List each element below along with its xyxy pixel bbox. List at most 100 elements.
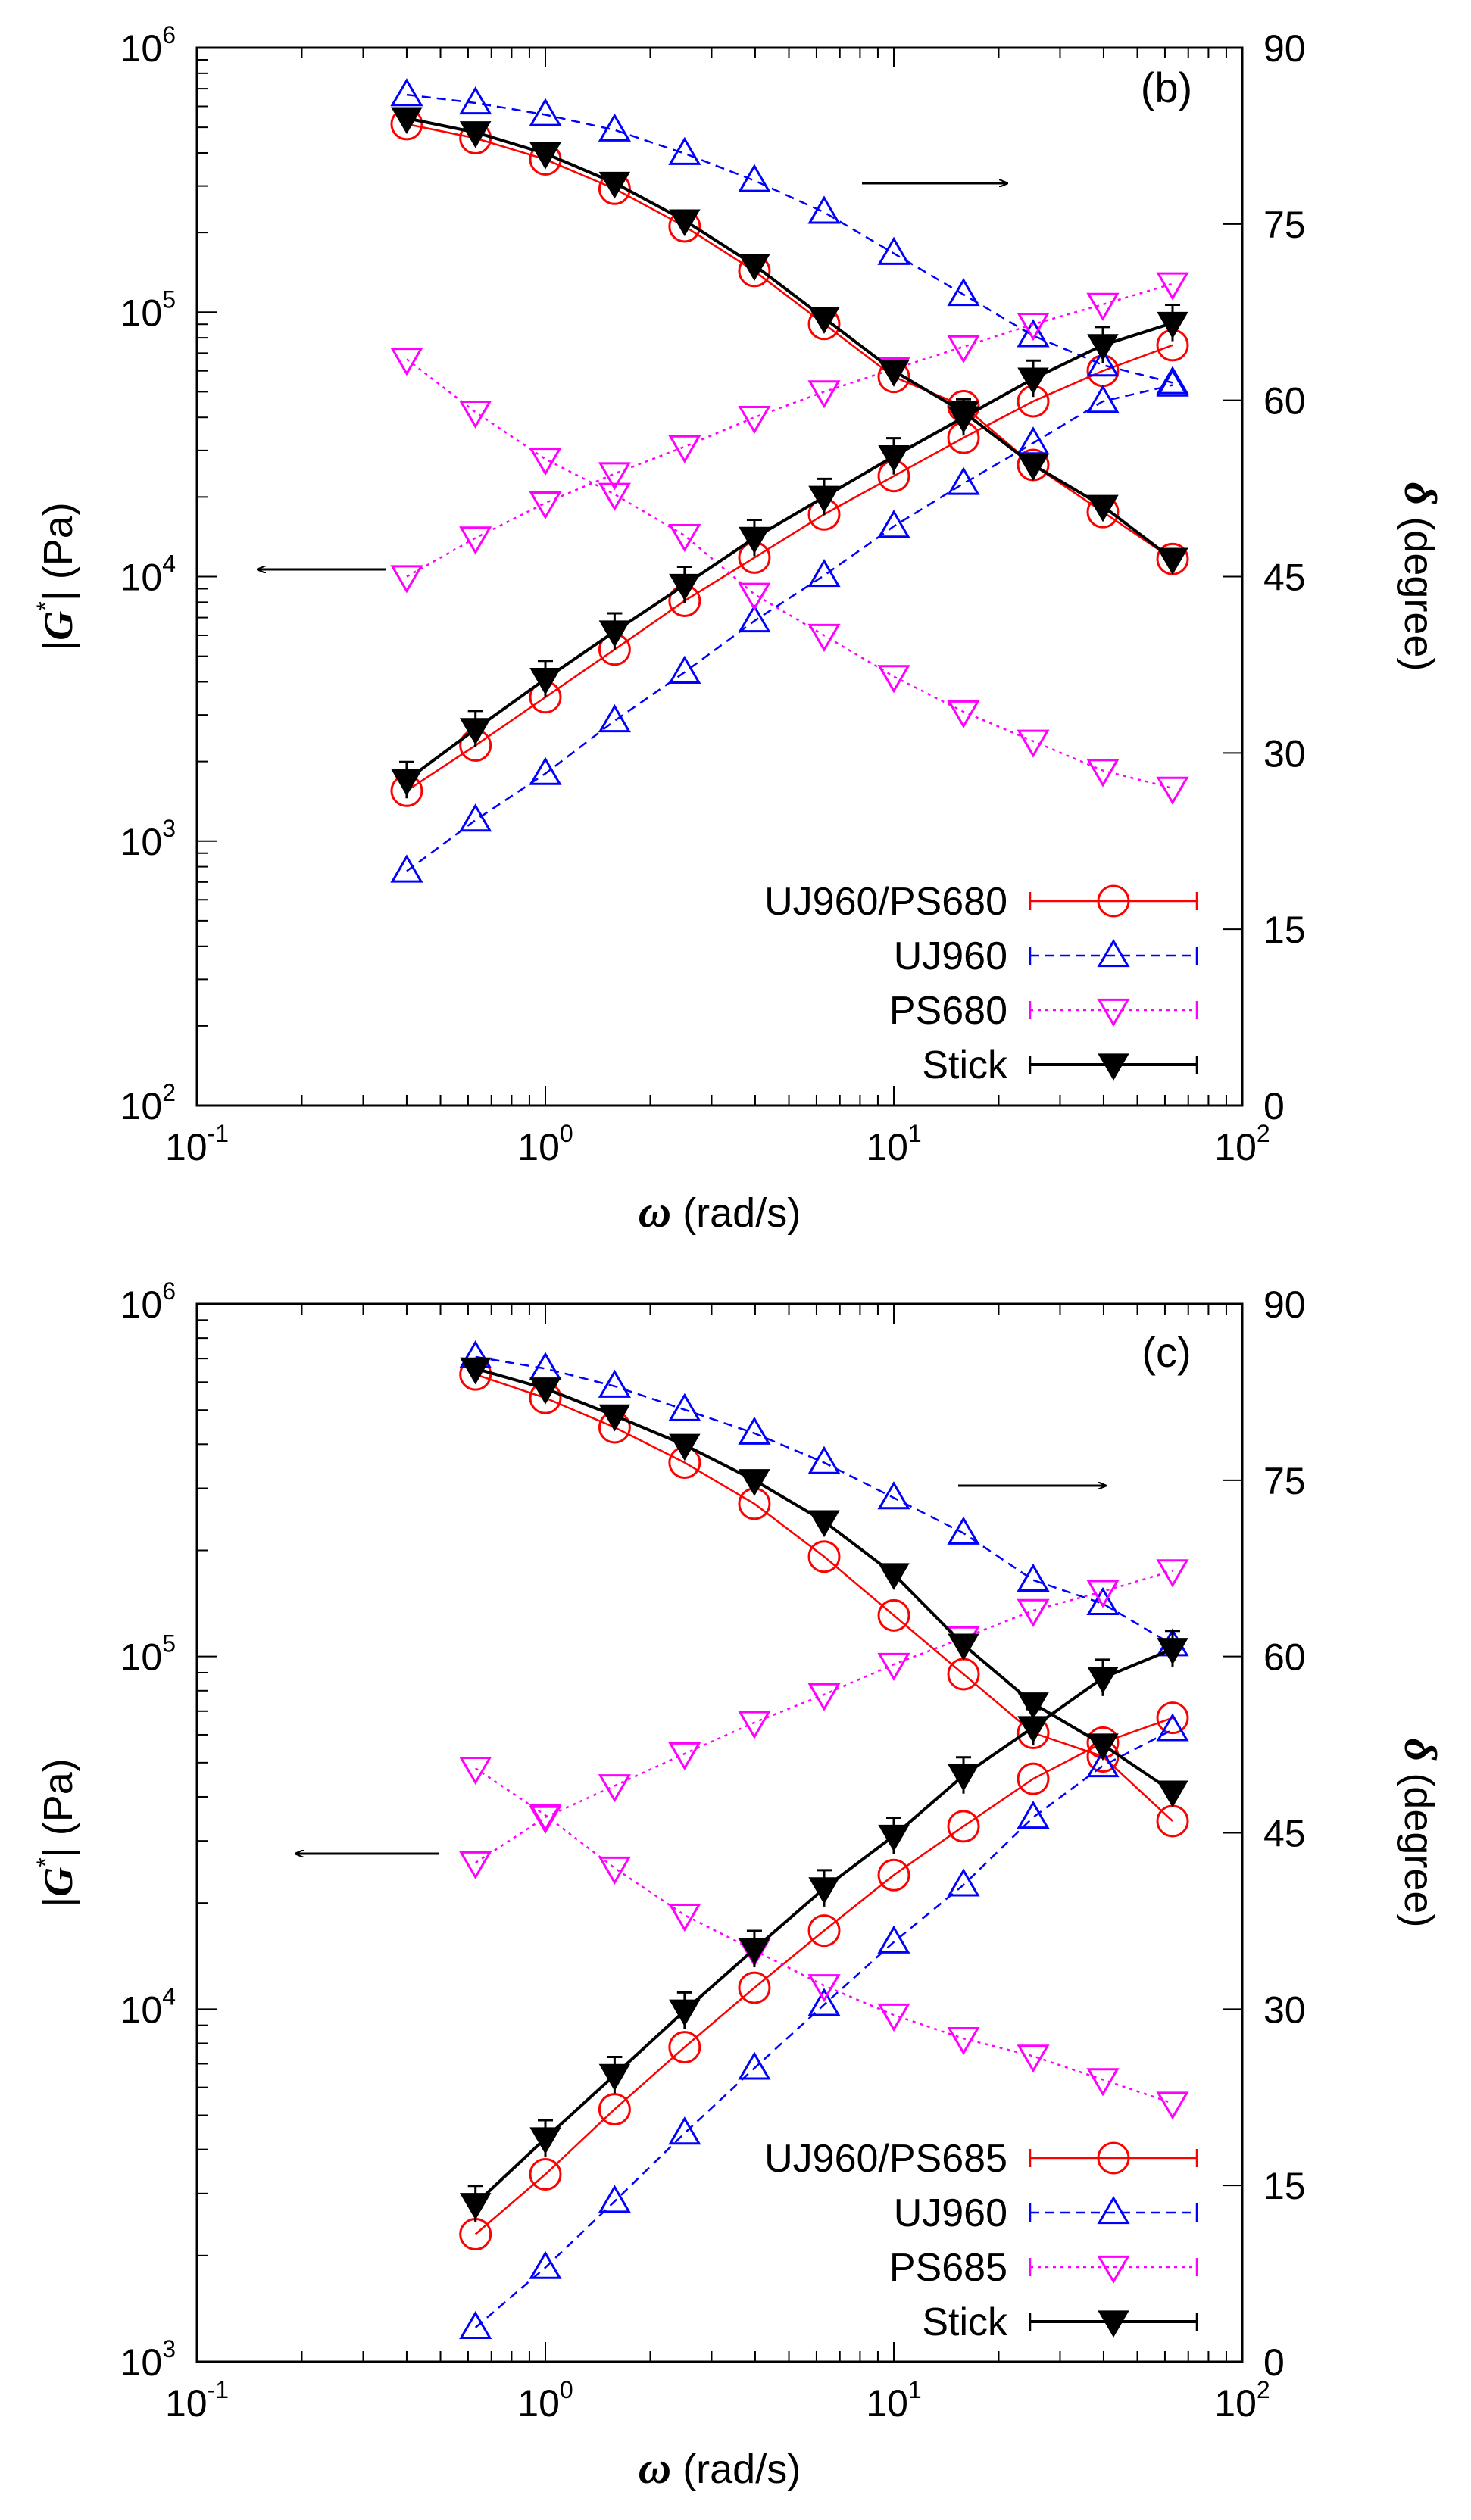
y-left-tick-label: 105 (120, 1630, 176, 1679)
phase-point (1086, 348, 1120, 377)
legend-label: PS680 (889, 989, 1007, 1033)
modulus-point (1156, 1559, 1189, 1588)
x-tick-label: 10-1 (165, 2376, 229, 2425)
modulus-point (598, 2063, 631, 2091)
y-right-axis-label: δ (degree) (1395, 1739, 1445, 1928)
modulus-point (1156, 1701, 1189, 1735)
modulus-point (878, 1824, 910, 1852)
phase-point (877, 1481, 910, 1510)
legend-label: PS685 (889, 2246, 1007, 2290)
phase-point (1017, 2044, 1050, 2073)
modulus-point (807, 559, 841, 588)
phase-point (598, 1369, 631, 1398)
x-tick-label: 102 (1214, 2376, 1270, 2425)
x-tick-label: 101 (866, 1120, 921, 1168)
modulus-point (739, 1938, 770, 1966)
phase-point (739, 254, 770, 282)
phase-point (1017, 1692, 1049, 1720)
phase-point (1156, 366, 1189, 395)
legend-marker (1097, 2141, 1130, 2175)
phase-point (877, 236, 910, 265)
modulus-point (1017, 367, 1049, 395)
y-right-tick-label: 90 (1263, 1283, 1306, 1326)
modulus-point (1157, 311, 1188, 339)
modulus-point (807, 380, 841, 409)
phase-line (475, 1367, 1174, 1793)
y-left-axis-ticks (197, 47, 217, 1106)
modulus-point (459, 803, 492, 832)
chart-panel-b: 10-1 100 101 102 102 103 104 105 106 0 15 30 45 60 75 9… (32, 21, 1445, 1237)
modulus-point (598, 2185, 631, 2213)
phase-line (475, 1373, 1173, 1822)
phase-point (598, 482, 631, 511)
modulus-point (598, 1774, 631, 1803)
phase-point (598, 171, 631, 199)
phase-point (1087, 1733, 1119, 1761)
modulus-point (598, 462, 631, 491)
legend-label: UJ960/PS685 (764, 2137, 1007, 2181)
phase-point (459, 1756, 492, 1786)
modulus-point (1086, 1580, 1120, 1608)
phase-point (738, 1416, 771, 1445)
legend-label: Stick (922, 2300, 1008, 2344)
modulus-point (738, 2051, 771, 2080)
phase-point (668, 1393, 701, 1421)
phase-point (1157, 547, 1188, 575)
modulus-point (529, 756, 562, 785)
phase-point (669, 1433, 701, 1461)
modulus-line (474, 1717, 1173, 2235)
modulus-point (529, 2158, 562, 2191)
phase-point (390, 78, 423, 107)
y-right-tick-label: 45 (1263, 557, 1306, 599)
phase-point (598, 1856, 631, 1885)
series-ps680 (390, 272, 1189, 805)
modulus-point (1087, 1667, 1119, 1694)
y-right-tick-label: 30 (1263, 1988, 1306, 2031)
series-uj960 (459, 1340, 1189, 2340)
modulus-point (738, 1711, 771, 1739)
x-axis-ticks (196, 48, 1243, 1106)
series-uj960-ps680 (390, 108, 1189, 807)
phase-point (1017, 729, 1050, 758)
y-left-axis-ticks (197, 1303, 217, 2362)
modulus-point (459, 718, 492, 745)
phase-point (738, 164, 771, 192)
modulus-point (1086, 1748, 1120, 1778)
x-axis-label: ω (rad/s) (639, 2443, 801, 2493)
y-left-tick-label: 103 (120, 815, 176, 863)
legend-marker (1097, 884, 1130, 918)
modulus-point (529, 2250, 562, 2279)
modulus-point (1017, 1598, 1050, 1627)
modulus-point (669, 1999, 701, 2027)
phase-point (877, 2003, 910, 2032)
phase-point (668, 1903, 701, 1932)
modulus-line (475, 1570, 1173, 1864)
modulus-point (808, 485, 840, 513)
phase-point (1157, 1780, 1188, 1808)
series-uj960 (390, 78, 1189, 883)
phase-point (459, 121, 492, 148)
phase-point (529, 1377, 561, 1405)
phase-point (739, 1469, 770, 1496)
phase-point (1017, 454, 1049, 482)
modulus-point (390, 854, 423, 883)
modulus-point (1087, 334, 1119, 361)
modulus-point (1086, 292, 1120, 321)
modulus-point (948, 1764, 979, 1792)
phase-line (475, 1355, 1173, 1646)
x-tick-label: 10-1 (165, 1120, 229, 1168)
modulus-point (738, 604, 771, 633)
phase-point (1017, 1563, 1050, 1592)
y-left-axis-label: |G*| (Pa) (32, 1758, 81, 1907)
modulus-point (598, 620, 631, 647)
phase-point (669, 209, 701, 237)
modulus-point (668, 435, 701, 463)
modulus-line (406, 282, 1173, 578)
phase-point (1156, 2091, 1189, 2120)
modulus-point (947, 335, 980, 363)
phase-point (1156, 776, 1189, 805)
phase-point (947, 1516, 980, 1545)
phase-point (1086, 1586, 1120, 1615)
phase-point (807, 1446, 841, 1474)
phase-point (877, 665, 910, 694)
